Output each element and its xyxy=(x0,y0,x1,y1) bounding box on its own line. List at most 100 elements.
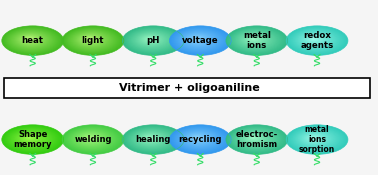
Ellipse shape xyxy=(68,127,117,151)
Ellipse shape xyxy=(143,36,158,43)
Ellipse shape xyxy=(2,125,64,154)
Ellipse shape xyxy=(63,26,123,55)
Ellipse shape xyxy=(149,38,151,39)
Ellipse shape xyxy=(295,129,336,149)
Ellipse shape xyxy=(11,30,52,50)
Ellipse shape xyxy=(293,128,339,150)
Ellipse shape xyxy=(299,32,332,48)
Ellipse shape xyxy=(20,134,40,143)
Ellipse shape xyxy=(294,30,338,50)
Ellipse shape xyxy=(229,27,284,54)
Ellipse shape xyxy=(196,38,198,39)
Ellipse shape xyxy=(65,126,120,153)
Ellipse shape xyxy=(71,129,112,149)
Ellipse shape xyxy=(76,131,107,146)
Ellipse shape xyxy=(83,135,97,142)
Ellipse shape xyxy=(7,127,57,151)
Ellipse shape xyxy=(87,38,93,40)
Ellipse shape xyxy=(187,34,208,44)
Ellipse shape xyxy=(148,137,152,139)
Ellipse shape xyxy=(80,34,101,44)
Ellipse shape xyxy=(145,37,155,42)
Ellipse shape xyxy=(70,30,113,50)
Ellipse shape xyxy=(72,31,111,49)
Ellipse shape xyxy=(229,28,283,53)
Ellipse shape xyxy=(182,32,215,48)
Ellipse shape xyxy=(130,129,174,149)
Ellipse shape xyxy=(307,36,321,43)
Ellipse shape xyxy=(290,28,343,53)
Ellipse shape xyxy=(293,29,340,51)
Ellipse shape xyxy=(313,137,314,138)
Ellipse shape xyxy=(15,131,46,146)
Ellipse shape xyxy=(78,133,103,144)
Ellipse shape xyxy=(11,129,52,149)
Ellipse shape xyxy=(184,33,213,47)
Ellipse shape xyxy=(247,36,261,43)
Ellipse shape xyxy=(127,28,178,53)
Ellipse shape xyxy=(139,34,163,46)
Ellipse shape xyxy=(305,134,324,143)
Ellipse shape xyxy=(69,29,115,51)
Ellipse shape xyxy=(27,38,31,40)
Ellipse shape xyxy=(84,36,96,42)
Ellipse shape xyxy=(79,34,102,45)
Ellipse shape xyxy=(20,34,40,44)
Ellipse shape xyxy=(191,36,203,42)
Ellipse shape xyxy=(294,129,338,149)
Ellipse shape xyxy=(189,35,206,43)
Ellipse shape xyxy=(13,130,50,148)
Ellipse shape xyxy=(300,131,331,146)
Ellipse shape xyxy=(246,134,262,142)
Ellipse shape xyxy=(3,125,62,154)
Ellipse shape xyxy=(190,36,204,43)
Ellipse shape xyxy=(187,134,208,143)
Ellipse shape xyxy=(176,128,223,150)
Ellipse shape xyxy=(14,32,48,48)
Ellipse shape xyxy=(10,30,53,50)
Ellipse shape xyxy=(72,130,111,148)
Ellipse shape xyxy=(226,125,288,154)
Ellipse shape xyxy=(233,128,279,150)
Ellipse shape xyxy=(183,32,214,47)
Ellipse shape xyxy=(88,38,90,39)
Ellipse shape xyxy=(132,31,171,49)
Ellipse shape xyxy=(227,26,287,55)
Ellipse shape xyxy=(82,134,99,142)
Ellipse shape xyxy=(304,133,326,144)
Ellipse shape xyxy=(170,26,230,55)
Ellipse shape xyxy=(86,37,94,41)
Ellipse shape xyxy=(133,31,170,49)
Ellipse shape xyxy=(231,127,281,151)
Ellipse shape xyxy=(189,35,207,44)
Ellipse shape xyxy=(189,134,207,143)
Ellipse shape xyxy=(182,131,215,147)
Ellipse shape xyxy=(235,30,276,50)
Ellipse shape xyxy=(87,137,91,139)
Ellipse shape xyxy=(147,38,153,40)
Text: pH: pH xyxy=(147,36,160,45)
Ellipse shape xyxy=(249,136,258,140)
Ellipse shape xyxy=(73,31,110,49)
Ellipse shape xyxy=(290,127,343,152)
FancyBboxPatch shape xyxy=(5,78,370,98)
Ellipse shape xyxy=(242,34,267,46)
Ellipse shape xyxy=(3,26,62,55)
Ellipse shape xyxy=(243,34,266,45)
Ellipse shape xyxy=(183,131,214,146)
Ellipse shape xyxy=(246,35,262,43)
Ellipse shape xyxy=(23,135,36,141)
Ellipse shape xyxy=(122,125,184,154)
Ellipse shape xyxy=(136,32,167,47)
Ellipse shape xyxy=(130,128,175,150)
Ellipse shape xyxy=(313,38,314,39)
Ellipse shape xyxy=(139,133,162,144)
Ellipse shape xyxy=(132,130,171,148)
Ellipse shape xyxy=(68,29,116,51)
Ellipse shape xyxy=(64,27,122,54)
Ellipse shape xyxy=(231,127,282,152)
Ellipse shape xyxy=(243,133,266,144)
Ellipse shape xyxy=(144,36,156,42)
Ellipse shape xyxy=(84,135,96,141)
Ellipse shape xyxy=(297,31,334,49)
